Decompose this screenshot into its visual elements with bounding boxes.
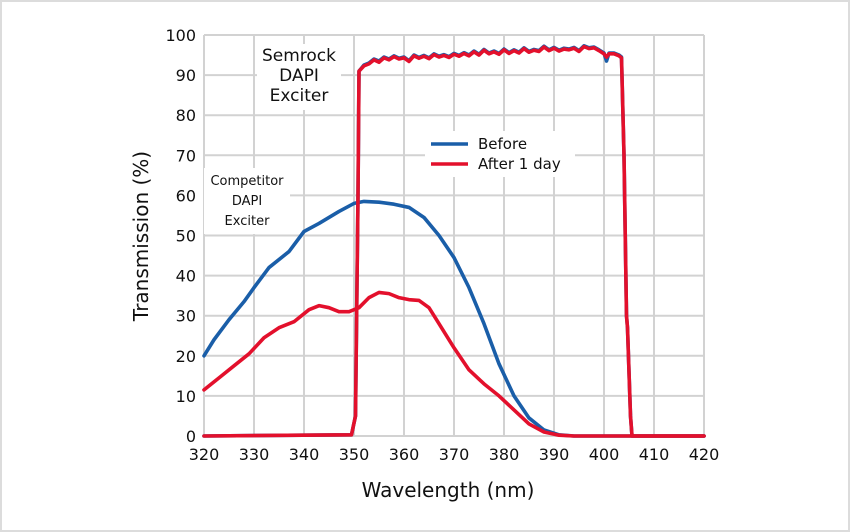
x-axis-title: Wavelength (nm): [362, 478, 535, 502]
legend-label: Before: [478, 135, 527, 153]
x-tick-label: 390: [539, 445, 570, 464]
x-tick-label: 350: [339, 445, 370, 464]
y-tick-label: 100: [165, 26, 196, 45]
semrock-label-line: Exciter: [270, 86, 329, 106]
x-tick-label: 370: [439, 445, 470, 464]
series-line-competitor-before: [202, 199, 706, 438]
competitor-label-line: Exciter: [225, 214, 271, 229]
competitor-label-line: DAPI: [232, 194, 262, 209]
annotation-background: [204, 168, 290, 234]
semrock-label-line: Semrock: [262, 46, 336, 66]
x-tick-label: 360: [389, 445, 420, 464]
y-axis-title: Transmission (%): [129, 151, 153, 322]
x-tick-label: 320: [189, 445, 220, 464]
y-tick-label: 60: [176, 186, 196, 205]
competitor-label-line: Competitor: [210, 174, 284, 189]
x-tick-label: 380: [489, 445, 520, 464]
x-tick-label: 330: [239, 445, 270, 464]
y-tick-label: 30: [176, 307, 196, 326]
series-layer: [202, 44, 706, 438]
y-tick-label: 50: [176, 227, 196, 246]
y-tick-label: 20: [176, 347, 196, 366]
x-tick-label: 340: [289, 445, 320, 464]
y-tick-labels: 0 10 20 30 40 50 60 70 80 90 100: [165, 26, 196, 446]
y-tick-label: 70: [176, 146, 196, 165]
legend-background: [425, 131, 575, 177]
annotation-background: [257, 44, 341, 110]
y-tick-label: 90: [176, 66, 196, 85]
semrock-label-line: DAPI: [279, 66, 319, 86]
legend: Before After 1 day: [425, 131, 575, 177]
series-line-competitor-after-1-day: [202, 290, 706, 438]
x-tick-labels: 320 330 340 350 360 370 380 390 400 410 420: [189, 445, 720, 464]
y-tick-label: 0: [186, 427, 196, 446]
legend-label: After 1 day: [478, 155, 561, 173]
x-tick-label: 410: [639, 445, 670, 464]
x-tick-label: 400: [589, 445, 620, 464]
y-tick-label: 10: [176, 387, 196, 406]
y-tick-label: 80: [176, 106, 196, 125]
series-line-semrock-after-1-day: [202, 44, 706, 438]
y-tick-label: 40: [176, 267, 196, 286]
x-tick-label: 420: [689, 445, 720, 464]
